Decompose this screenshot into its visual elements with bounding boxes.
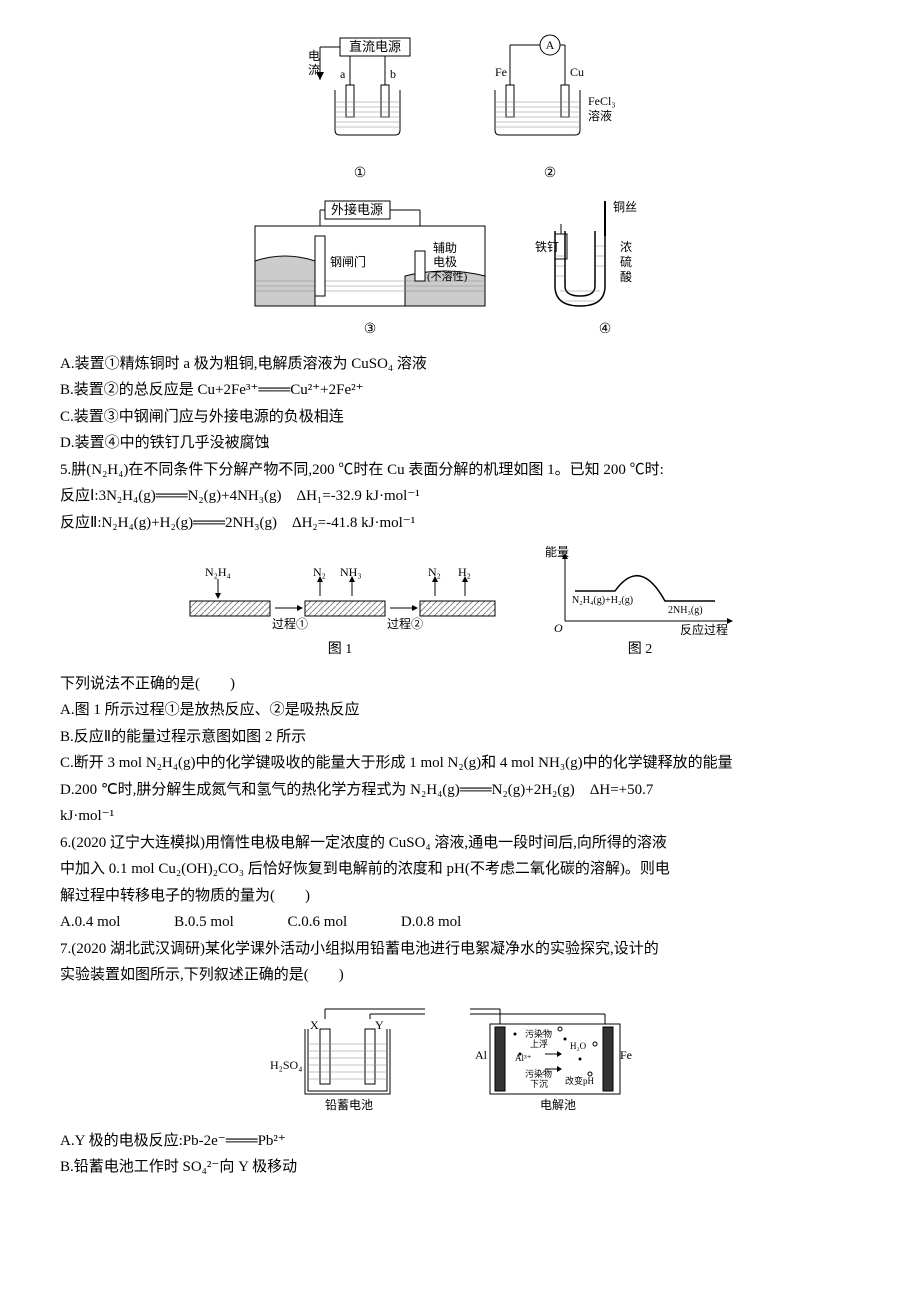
figure-row-2: 外接电源 钢闸门 辅助 电极 (不溶性) ③ 铜丝 铁钉 <box>60 196 860 342</box>
q5-opt-d1: D.200 ℃时,肼分解生成氮气和氢气的热化学方程式为 N₂H₄(g)═══N₂… <box>60 778 860 804</box>
q7-t1: 污染物 <box>525 1028 552 1039</box>
q5-fig2-lbl: 图 2 <box>628 638 653 662</box>
q7-l1: 7.(2020 湖北武汉调研)某化学课外活动小组拟用铅蓄电池进行电絮凝净水的实验… <box>60 937 860 963</box>
q5-opt-d2: kJ·mol⁻¹ <box>60 804 860 830</box>
q5-fig1: N₂H₄ 过程① N₂ NH₃ 过程② N₂ H₂ <box>180 546 500 662</box>
d4-cuwire: 铜丝 <box>613 199 637 214</box>
d1-power: 直流电源 <box>349 39 401 54</box>
device-4-svg: 铜丝 铁钉 浓 硫 酸 <box>535 196 675 316</box>
f1-p1: 过程① <box>272 616 308 631</box>
q4-opt-b: B.装置②的总反应是 Cu+2Fe³⁺═══Cu²⁺+2Fe²⁺ <box>60 378 860 404</box>
q5-fig1-lbl: 图 1 <box>328 638 353 662</box>
d4-num: ④ <box>599 318 612 342</box>
q7-cell-svg: Al Fe 污染物 上浮 Al³⁺ H₂O 污染物 下沉 改变pH 电解池 <box>470 999 650 1119</box>
q7-t2: 上浮 <box>530 1038 548 1049</box>
q7-y: Y <box>375 1018 384 1032</box>
q5-r2: 反应Ⅱ:N₂H₄(g)+H₂(g)═══2NH₃(g) ΔH₂=-41.8 kJ… <box>60 511 860 537</box>
figure-row-1: 直流电源 电 流 a b ① A Fe <box>60 30 860 186</box>
f1-n2: N₂ <box>313 565 326 579</box>
f2-ylabel: 能量 <box>545 546 569 559</box>
d3-aux2: 电极 <box>433 255 457 269</box>
q7-battery: X Y H₂SO₄ 铅蓄电池 <box>270 999 430 1119</box>
device-3: 外接电源 钢闸门 辅助 电极 (不溶性) ③ <box>245 196 495 342</box>
q7-cell: Al Fe 污染物 上浮 Al³⁺ H₂O 污染物 下沉 改变pH 电解池 <box>470 999 650 1119</box>
q5-stem: 5.肼(N₂H₄)在不同条件下分解产物不同,200 ℃时在 Cu 表面分解的机理… <box>60 458 860 484</box>
q6-l3: 解过程中转移电子的物质的量为( ) <box>60 884 860 910</box>
f2-o: O <box>554 621 563 635</box>
q7-al: Al <box>475 1048 488 1062</box>
q6-opt-c: C.0.6 mol <box>288 914 348 930</box>
q4-opt-d: D.装置④中的铁钉几乎没被腐蚀 <box>60 431 860 457</box>
q7-t5: 下沉 <box>530 1079 548 1089</box>
q7-t3: Al³⁺ <box>515 1053 532 1063</box>
q7-batt-svg: X Y H₂SO₄ 铅蓄电池 <box>270 999 430 1119</box>
q7-fe: Fe <box>620 1048 632 1062</box>
q7-figure-row: X Y H₂SO₄ 铅蓄电池 Al Fe 污染物 上浮 Al³⁺ <box>60 999 860 1119</box>
q5-opt-a: A.图 1 所示过程①是放热反应、②是吸热反应 <box>60 698 860 724</box>
d2-fe: Fe <box>495 65 507 79</box>
d2-sol: FeCl₃ <box>588 94 616 108</box>
q5-r1: 反应Ⅰ:3N₂H₄(g)═══N₂(g)+4NH₃(g) ΔH₁=-32.9 k… <box>60 484 860 510</box>
q7-cell-lbl: 电解池 <box>540 1098 576 1112</box>
q6-options: A.0.4 mol B.0.5 mol C.0.6 mol D.0.8 mol <box>60 910 860 936</box>
q6-opt-d: D.0.8 mol <box>401 914 461 930</box>
q4-opt-a: A.装置①精炼铜时 a 极为粗铜,电解质溶液为 CuSO₄ 溶液 <box>60 352 860 378</box>
q7-l2: 实验装置如图所示,下列叙述正确的是( ) <box>60 963 860 989</box>
d4-acid3: 酸 <box>620 269 632 284</box>
f2-left: N₂H₄(g)+H₂(g) <box>572 595 633 606</box>
q5-fig1-svg: N₂H₄ 过程① N₂ NH₃ 过程② N₂ H₂ <box>180 546 500 636</box>
f1-h2: H₂ <box>458 565 471 579</box>
q5-figure-row: N₂H₄ 过程① N₂ NH₃ 过程② N₂ H₂ <box>60 546 860 662</box>
d1-a: a <box>340 67 346 81</box>
q4-opt-c: C.装置③中钢闸门应与外接电源的负极相连 <box>60 405 860 431</box>
f2-right: 2NH₃(g) <box>668 605 703 616</box>
q7-t6: 改变pH <box>565 1075 595 1086</box>
q7-opt-b: B.铅蓄电池工作时 SO₄²⁻向 Y 极移动 <box>60 1155 860 1181</box>
q7-x: X <box>310 1018 319 1032</box>
d4-acid1: 浓 <box>620 240 632 254</box>
device-1-svg: 直流电源 电 流 a b <box>290 30 430 160</box>
device-1: 直流电源 电 流 a b ① <box>290 30 430 186</box>
d2-cu: Cu <box>570 65 584 79</box>
q7-t4: 污染物 <box>525 1068 552 1079</box>
f1-n2h4: N₂H₄ <box>205 565 231 579</box>
q5-fig2-svg: 能量 反应过程 O N₂H₄(g)+H₂(g) 2NH₃(g) <box>540 546 740 636</box>
d3-aux1: 辅助 <box>433 241 457 255</box>
device-3-svg: 外接电源 钢闸门 辅助 电极 (不溶性) <box>245 196 495 316</box>
d4-acid2: 硫 <box>620 254 632 269</box>
d3-num: ③ <box>364 318 377 342</box>
q6-opt-b: B.0.5 mol <box>174 914 234 930</box>
q7-t7: H₂O <box>570 1041 587 1051</box>
q7-batt-lbl: 铅蓄电池 <box>325 1098 373 1112</box>
d3-gate: 钢闸门 <box>330 254 366 269</box>
d1-num: ① <box>354 162 367 186</box>
d3-power: 外接电源 <box>331 202 383 217</box>
q5-opt-b: B.反应Ⅱ的能量过程示意图如图 2 所示 <box>60 725 860 751</box>
q5-fig2: 能量 反应过程 O N₂H₄(g)+H₂(g) 2NH₃(g) 图 2 <box>540 546 740 662</box>
device-4: 铜丝 铁钉 浓 硫 酸 ④ <box>535 196 675 342</box>
d2-meter: A <box>546 38 555 52</box>
d3-aux3: (不溶性) <box>427 269 468 283</box>
device-2-svg: A Fe Cu FeCl₃ 溶液 <box>470 30 630 160</box>
q5-opt-c: C.断开 3 mol N₂H₄(g)中的化学键吸收的能量大于形成 1 mol N… <box>60 751 860 777</box>
f1-nh3: NH₃ <box>340 565 362 579</box>
q7-h2so4: H₂SO₄ <box>270 1058 302 1072</box>
d2-num: ② <box>544 162 557 186</box>
q6-l1: 6.(2020 辽宁大连模拟)用惰性电极电解一定浓度的 CuSO₄ 溶液,通电一… <box>60 831 860 857</box>
f1-n2b: N₂ <box>428 565 441 579</box>
q6-l2: 中加入 0.1 mol Cu₂(OH)₂CO₃ 后恰好恢复到电解前的浓度和 pH… <box>60 857 860 883</box>
d1-current: 电 <box>308 49 320 63</box>
q7-opt-a: A.Y 极的电极反应:Pb-2e⁻═══Pb²⁺ <box>60 1129 860 1155</box>
d2-sol2: 溶液 <box>588 108 612 123</box>
device-2: A Fe Cu FeCl₃ 溶液 ② <box>470 30 630 186</box>
f1-p2: 过程② <box>387 616 423 631</box>
d1-b: b <box>390 67 396 81</box>
q6-opt-a: A.0.4 mol <box>60 914 120 930</box>
f2-xlabel: 反应过程 <box>680 622 728 636</box>
q5-post: 下列说法不正确的是( ) <box>60 672 860 698</box>
